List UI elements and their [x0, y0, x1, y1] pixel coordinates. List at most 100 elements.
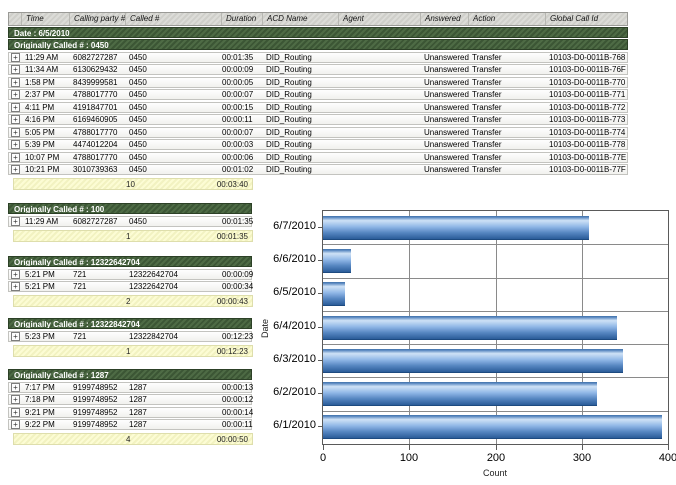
- call-row[interactable]: +10:21 PM 3010739363 0450 00:01:02 DID_Routi…: [8, 164, 628, 175]
- expand-button[interactable]: +: [11, 65, 20, 74]
- call-row[interactable]: +7:18 PM 9199748952 1287 00:00:12: [8, 394, 253, 405]
- row-cell: Transfer: [472, 77, 502, 87]
- row-cell: DID_Routing: [266, 65, 312, 74]
- row-cell: 9199748952: [73, 382, 118, 392]
- expand-button[interactable]: +: [11, 282, 20, 291]
- call-row[interactable]: +9:22 PM 9199748952 1287 00:00:11: [8, 419, 253, 430]
- group-summary-row: 1 00:01:35: [13, 229, 253, 242]
- row-cell: 9199748952: [73, 407, 118, 417]
- column-header-action[interactable]: Action: [469, 13, 546, 25]
- chart-horizontal-gridline: [323, 278, 668, 279]
- expand-button[interactable]: +: [11, 90, 20, 99]
- call-row[interactable]: +4:11 PM 4191847701 0450 00:00:15 DID_Routin…: [8, 101, 628, 113]
- column-header-acd-name[interactable]: ACD Name: [263, 13, 339, 25]
- column-header-called-[interactable]: Called #: [126, 13, 222, 25]
- chart-x-tick: [668, 445, 669, 450]
- column-header-agent[interactable]: Agent: [339, 13, 421, 25]
- row-cell: 10103-D0-0011B-778: [549, 140, 626, 149]
- expand-button[interactable]: +: [11, 140, 20, 149]
- chart-x-tick: [409, 445, 410, 450]
- expand-button[interactable]: +: [11, 395, 20, 404]
- expand-button[interactable]: +: [11, 269, 20, 279]
- expand-button[interactable]: +: [11, 165, 20, 174]
- call-row[interactable]: +11:34 AM 6130629432 0450 00:00:09 DID_Routi…: [8, 64, 628, 75]
- row-cell: 0450: [129, 90, 147, 99]
- row-cell: 721: [73, 269, 87, 279]
- row-cell: Transfer: [472, 152, 502, 162]
- summary-call-count: 10: [126, 180, 135, 189]
- call-row[interactable]: +5:21 PM 721 12322642704 00:00:09: [8, 268, 253, 280]
- expand-button[interactable]: +: [11, 77, 20, 87]
- expand-button[interactable]: +: [11, 52, 20, 62]
- row-cell: 12322842704: [129, 331, 178, 341]
- expand-button[interactable]: +: [11, 152, 20, 162]
- group-table: Originally Called # : 12322642704 +5:21 P…: [8, 256, 253, 307]
- chart-x-tick: [323, 445, 324, 450]
- row-cell: Unanswered: [424, 102, 469, 112]
- group-table: Originally Called # : 100 +11:29 AM 608272…: [8, 203, 253, 242]
- call-row[interactable]: +5:39 PM 4474012204 0450 00:00:03 DID_Routin…: [8, 139, 628, 150]
- row-cell: Unanswered: [424, 90, 469, 99]
- call-row[interactable]: +4:16 PM 6169460905 0450 00:00:11 DID_Routin…: [8, 114, 628, 125]
- expand-button[interactable]: +: [11, 127, 20, 137]
- call-row[interactable]: +10:07 PM 4788017770 0450 00:00:06 DID_Routi…: [8, 151, 628, 163]
- call-row[interactable]: +2:37 PM 4788017770 0450 00:00:07 DID_Routin…: [8, 89, 628, 100]
- row-cell: 3010739363: [73, 165, 118, 174]
- row-cell: [339, 65, 421, 74]
- row-cell: 1287: [129, 382, 147, 392]
- row-cell: Unanswered: [424, 140, 469, 149]
- chart-x-tick-label: 400: [658, 452, 676, 464]
- row-cell: 00:01:02: [222, 165, 254, 174]
- column-header-calling-party-[interactable]: Calling party #: [70, 13, 126, 25]
- row-cell: 4:16 PM: [25, 115, 55, 124]
- row-cell: [339, 103, 421, 112]
- expand-button[interactable]: +: [11, 102, 20, 112]
- row-cell: 9199748952: [73, 395, 118, 404]
- expand-button[interactable]: +: [11, 382, 20, 392]
- row-cell: 10103-D0-0011B-76F: [549, 65, 626, 74]
- row-cell: Transfer: [472, 52, 502, 62]
- call-row[interactable]: +9:21 PM 9199748952 1287 00:00:14: [8, 406, 253, 418]
- call-row[interactable]: +5:23 PM 721 12322842704 00:12:23: [8, 330, 253, 342]
- row-cell: 4:11 PM: [25, 102, 55, 112]
- row-cell: 0450: [129, 140, 147, 149]
- chart-category-label: 6/2/2010: [273, 386, 316, 398]
- row-cell: 1287: [129, 395, 147, 404]
- call-row[interactable]: +11:29 AM 6082727287 0450 00:01:35: [8, 215, 253, 227]
- column-header-global-call-id[interactable]: Global Call Id: [550, 14, 599, 23]
- call-row[interactable]: +7:17 PM 9199748952 1287 00:00:13: [8, 381, 253, 393]
- expand-cell: +: [9, 152, 22, 162]
- expand-button[interactable]: +: [11, 216, 20, 226]
- expand-button[interactable]: +: [11, 407, 20, 417]
- column-header-expand[interactable]: [9, 13, 22, 25]
- date-group-header: Date : 6/5/2010: [8, 27, 628, 38]
- row-cell: DID_Routing: [266, 127, 312, 137]
- expand-button[interactable]: +: [11, 331, 20, 341]
- row-cell: 00:00:11: [222, 420, 253, 429]
- chart-bar: [323, 382, 597, 406]
- expand-cell: +: [9, 52, 22, 62]
- expand-button[interactable]: +: [11, 420, 20, 429]
- chart-bar: [323, 316, 617, 340]
- expand-cell: +: [9, 420, 22, 429]
- expand-cell: +: [9, 140, 22, 149]
- row-cell: 7:18 PM: [25, 395, 55, 404]
- expand-cell: +: [9, 216, 22, 226]
- chart-bar: [323, 249, 351, 273]
- summary-total-duration: 00:01:35: [216, 231, 248, 241]
- row-cell: Transfer: [472, 127, 502, 137]
- row-cell: DID_Routing: [266, 140, 312, 149]
- column-header-time[interactable]: Time: [22, 13, 70, 25]
- expand-cell: +: [9, 90, 22, 99]
- call-row[interactable]: +5:21 PM 721 12322642704 00:00:34: [8, 281, 253, 292]
- row-cell: 00:00:06: [222, 152, 254, 162]
- row-cell: Transfer: [472, 140, 502, 149]
- column-header-duration[interactable]: Duration: [222, 13, 263, 25]
- call-row[interactable]: +5:05 PM 4788017770 0450 00:00:07 DID_Routin…: [8, 126, 628, 138]
- column-header-answered[interactable]: Answered: [421, 13, 469, 25]
- call-row[interactable]: +11:29 AM 6082727287 0450 00:01:35 DID_Routi…: [8, 51, 628, 63]
- chart-x-tick-label: 300: [572, 452, 592, 464]
- row-cell: [339, 165, 421, 174]
- call-row[interactable]: +1:58 PM 8439999581 0450 00:00:05 DID_Routin…: [8, 76, 628, 88]
- expand-button[interactable]: +: [11, 115, 20, 124]
